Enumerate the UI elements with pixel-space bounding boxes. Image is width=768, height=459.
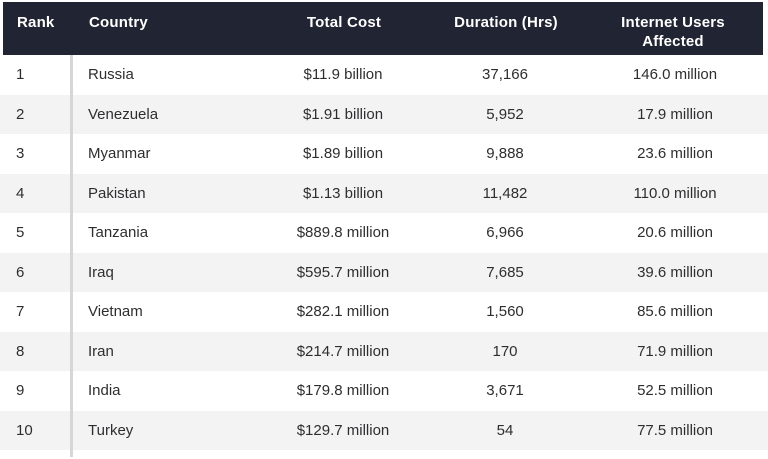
table-row: 5 Tanzania $889.8 million 6,966 20.6 mil… xyxy=(0,213,768,253)
users-affected-cell: 17.9 million xyxy=(637,105,713,123)
rank-cell: 3 xyxy=(16,145,25,163)
rank-cell: 4 xyxy=(16,184,25,202)
users-affected-cell: 23.6 million xyxy=(637,145,713,163)
total-cost-cell: $1.13 billion xyxy=(302,184,384,202)
rank-cell: 1 xyxy=(16,66,25,84)
table-row: 7 Vietnam $282.1 million 1,560 85.6 mill… xyxy=(0,292,768,332)
total-cost-cell: $129.7 million xyxy=(296,421,390,439)
table-header: Rank Country Total Cost Duration (Hrs) I… xyxy=(3,2,763,55)
users-affected-cell: 39.6 million xyxy=(637,263,713,281)
table-row: 3 Myanmar $1.89 billion 9,888 23.6 milli… xyxy=(0,134,768,174)
duration-cell: 6,966 xyxy=(486,224,524,242)
total-cost-cell: $889.8 million xyxy=(296,224,390,242)
duration-cell: 7,685 xyxy=(486,263,524,281)
column-header-internet-users-affected-label: Internet Users Affected xyxy=(621,14,725,50)
rank-cell: 7 xyxy=(16,303,25,321)
total-cost-cell: $1.89 billion xyxy=(302,145,384,163)
duration-cell: 9,888 xyxy=(486,145,524,163)
users-affected-cell: 20.6 million xyxy=(637,224,713,242)
table-row: 6 Iraq $595.7 million 7,685 39.6 million xyxy=(0,252,768,292)
duration-cell: 170 xyxy=(492,342,518,360)
country-cell: Russia xyxy=(88,66,134,84)
total-cost-cell: $1.91 billion xyxy=(302,105,384,123)
country-cell: Vietnam xyxy=(88,303,143,321)
rank-cell: 5 xyxy=(16,224,25,242)
rank-cell: 10 xyxy=(16,421,33,439)
country-cell: Iran xyxy=(88,342,114,360)
country-cell: Venezuela xyxy=(88,105,159,123)
users-affected-cell: 146.0 million xyxy=(632,66,718,84)
total-cost-cell: $282.1 million xyxy=(296,303,390,321)
column-header-internet-users-affected: Internet Users Affected xyxy=(583,2,763,51)
total-cost-cell: $11.9 billion xyxy=(303,66,383,84)
rank-cell: 8 xyxy=(16,342,25,360)
country-cell: Iraq xyxy=(88,263,114,281)
duration-cell: 37,166 xyxy=(482,66,528,84)
duration-cell: 11,482 xyxy=(482,184,528,202)
table-row: 2 Venezuela $1.91 billion 5,952 17.9 mil… xyxy=(0,94,768,134)
total-cost-cell: $595.7 million xyxy=(296,263,390,281)
total-cost-cell: $214.7 million xyxy=(296,342,390,360)
rank-column-divider xyxy=(70,55,73,457)
table-row: 8 Iran $214.7 million 170 71.9 million xyxy=(0,331,768,371)
rank-cell: 9 xyxy=(16,382,25,400)
country-cell: Myanmar xyxy=(88,145,151,163)
column-header-duration: Duration (Hrs) xyxy=(454,14,558,31)
duration-cell: 5,952 xyxy=(486,105,524,123)
total-cost-cell: $179.8 million xyxy=(296,382,390,400)
duration-cell: 1,560 xyxy=(486,303,524,321)
country-cell: Turkey xyxy=(88,421,134,439)
table-row: 4 Pakistan $1.13 billion 11,482 110.0 mi… xyxy=(0,173,768,213)
rank-cell: 2 xyxy=(16,105,25,123)
users-affected-cell: 110.0 million xyxy=(633,184,717,202)
users-affected-cell: 77.5 million xyxy=(637,421,713,439)
country-cell: Tanzania xyxy=(88,224,149,242)
users-affected-cell: 71.9 million xyxy=(637,342,713,360)
table-row: 9 India $179.8 million 3,671 52.5 millio… xyxy=(0,371,768,411)
country-cell: Pakistan xyxy=(88,184,146,202)
column-header-rank: Rank xyxy=(17,14,55,31)
country-cell: India xyxy=(88,382,121,400)
table-body: 1 Russia $11.9 billion 37,166 146.0 mill… xyxy=(0,55,768,450)
column-header-total-cost: Total Cost xyxy=(306,14,382,31)
users-affected-cell: 85.6 million xyxy=(637,303,713,321)
duration-cell: 3,671 xyxy=(486,382,524,400)
table-row: 10 Turkey $129.7 million 54 77.5 million xyxy=(0,410,768,450)
column-header-country: Country xyxy=(89,14,148,31)
duration-cell: 54 xyxy=(496,421,514,439)
users-affected-cell: 52.5 million xyxy=(637,382,713,400)
rank-cell: 6 xyxy=(16,263,25,281)
table-row: 1 Russia $11.9 billion 37,166 146.0 mill… xyxy=(0,55,768,95)
